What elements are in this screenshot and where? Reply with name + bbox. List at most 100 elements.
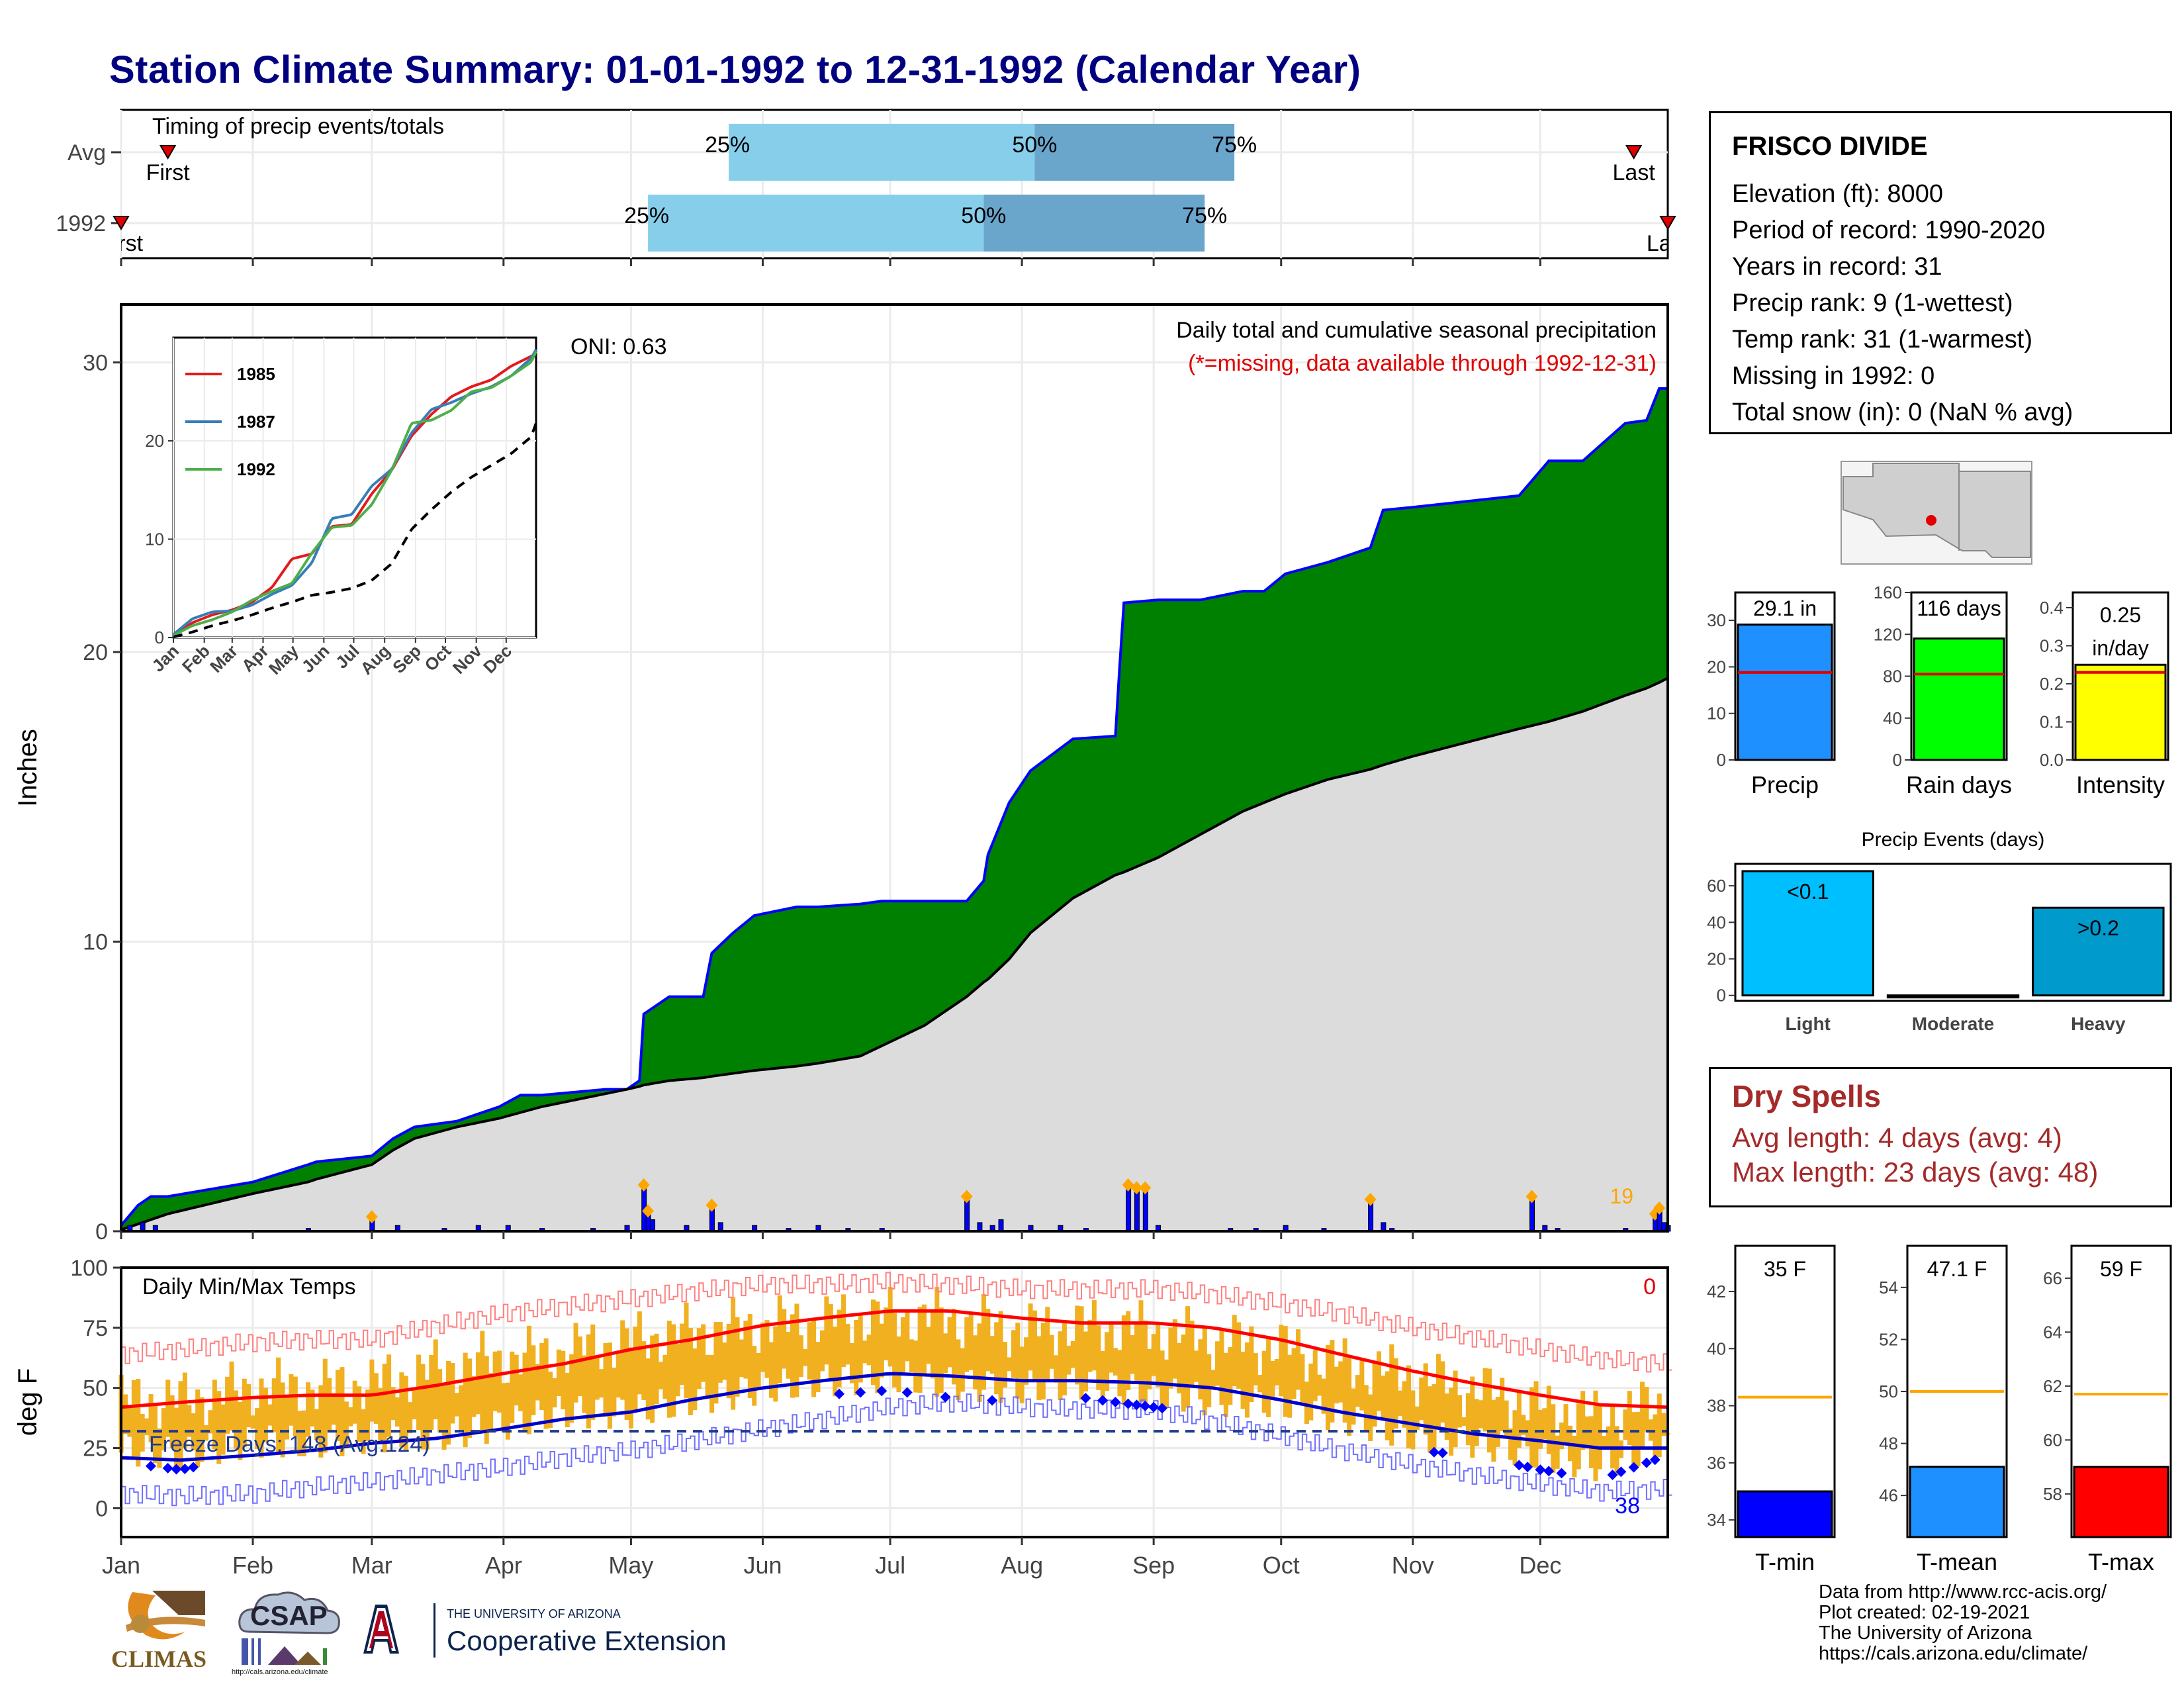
timing-p25-label: 25% xyxy=(705,132,750,158)
daily-temp-range-bar xyxy=(144,1418,150,1436)
timing-p50-label: 50% xyxy=(961,203,1006,228)
daily-temp-range-bar xyxy=(1614,1426,1619,1476)
daily-temp-range-bar xyxy=(552,1378,557,1408)
daily-temp-range-bar xyxy=(174,1407,179,1468)
freeze-day-marker xyxy=(1097,1395,1109,1406)
tmax-tick-label: 66 xyxy=(2043,1268,2062,1288)
ua-divider xyxy=(433,1603,435,1658)
daily-temp-range-bar xyxy=(875,1301,880,1393)
daily-temp-range-bar xyxy=(1100,1350,1105,1403)
csap-logo-icon xyxy=(238,1591,340,1665)
daily-temp-range-bar xyxy=(1334,1366,1339,1404)
daily-temp-range-bar xyxy=(289,1374,294,1426)
big-event-marker xyxy=(1364,1192,1377,1206)
month-label: Aug xyxy=(1001,1552,1043,1579)
daily-temp-range-bar xyxy=(216,1391,222,1464)
daily-temp-range-bar xyxy=(382,1364,387,1453)
freeze-day-marker xyxy=(855,1387,866,1398)
tmax-bar xyxy=(2073,1466,2169,1538)
daily-temp-range-bar xyxy=(1597,1403,1602,1470)
daily-temp-range-bar xyxy=(645,1358,651,1420)
daily-temp-range-bar xyxy=(445,1360,451,1445)
freeze-day-marker xyxy=(876,1385,887,1397)
daily-temp-range-bar xyxy=(501,1383,506,1432)
daily-temp-range-bar xyxy=(1330,1340,1335,1423)
daily-temp-range-bar xyxy=(505,1382,510,1440)
month-label: Jul xyxy=(875,1552,905,1579)
daily-temp-range-bar xyxy=(318,1385,324,1458)
daily-temp-range-bar xyxy=(713,1322,719,1404)
daily-temp-range-bar xyxy=(1045,1307,1050,1380)
daily-temp-range-bar xyxy=(365,1389,370,1441)
ua-a-icon xyxy=(363,1605,399,1654)
precip-events-tick-label: 40 xyxy=(1707,912,1726,932)
daily-temp-range-bar xyxy=(1151,1334,1156,1376)
month-label: Feb xyxy=(232,1552,273,1579)
temp-plot-frame xyxy=(120,1266,1669,1538)
intensity-tick-label: 0.0 xyxy=(2040,750,2064,770)
daily-temp-range-bar xyxy=(879,1323,884,1378)
inset-legend-label: 1987 xyxy=(237,412,275,432)
big-event-marker xyxy=(960,1190,973,1203)
daily-temp-range-bar xyxy=(157,1428,162,1468)
tmin-bg xyxy=(1735,1246,1835,1537)
daily-temp-range-bar xyxy=(140,1413,145,1452)
main-y-axis-label: Inches xyxy=(13,729,42,807)
station-missing: Missing in 1992: 0 xyxy=(1732,362,1935,390)
temp-y-tick-label: 0 xyxy=(95,1496,108,1521)
daily-temp-range-bar xyxy=(612,1368,617,1417)
daily-temp-range-bar xyxy=(1500,1378,1505,1431)
daily-temp-range-bar xyxy=(1423,1363,1428,1435)
daily-temp-range-bar xyxy=(1253,1353,1258,1385)
rain_days-tick-label: 160 xyxy=(1874,583,1902,602)
intensity-unit: in/day xyxy=(2092,636,2148,660)
timing-last-label: Last xyxy=(1613,160,1656,185)
tmean-tick-label: 46 xyxy=(1879,1485,1898,1505)
daily-temp-range-bar xyxy=(169,1395,175,1448)
daily-temp-range-bar xyxy=(1640,1382,1645,1447)
daily-temp-range-bar xyxy=(306,1382,311,1437)
tmin-category-label: T-min xyxy=(1755,1548,1815,1575)
daily-precip-bar xyxy=(998,1219,1004,1232)
daily-temp-range-bar xyxy=(641,1341,647,1400)
month-label: Mar xyxy=(351,1552,392,1579)
freeze-day-marker xyxy=(834,1388,845,1399)
daily-temp-range-bar xyxy=(1121,1315,1126,1405)
tmean-tick-label: 48 xyxy=(1879,1434,1898,1454)
daily-temp-range-bar xyxy=(467,1358,473,1438)
daily-temp-range-bar xyxy=(454,1393,459,1417)
daily-temp-range-bar xyxy=(849,1342,854,1383)
daily-temp-range-bar xyxy=(293,1376,298,1436)
freeze-day-marker xyxy=(1156,1403,1167,1414)
dry-spells-max: Max length: 23 days (avg: 48) xyxy=(1732,1156,2099,1188)
daily-temp-range-bar xyxy=(1317,1374,1322,1396)
daily-temp-range-bar xyxy=(1049,1335,1054,1369)
freeze-day-marker xyxy=(1080,1393,1091,1404)
temp-bottom-right-count: 38 xyxy=(1615,1493,1640,1519)
daily-temp-range-bar xyxy=(892,1313,897,1387)
daily-temp-range-bar xyxy=(1003,1342,1008,1388)
summary-bar-charts: 0 10 20 30 Precip 29.1 in 0 40 80 120 160 Rain days… xyxy=(1707,583,2169,798)
daily-temp-range-bar xyxy=(1015,1323,1021,1399)
daily-temp-range-bar xyxy=(1419,1377,1424,1421)
daily-temp-range-bar xyxy=(1040,1323,1046,1400)
daily-temp-range-bar xyxy=(1465,1393,1471,1446)
daily-temp-range-bar xyxy=(136,1379,141,1467)
daily-temp-range-bar xyxy=(1537,1409,1543,1449)
intensity-bar xyxy=(2074,663,2167,761)
precip_total-frame xyxy=(1734,591,1836,761)
daily-temp-range-bar xyxy=(590,1324,596,1420)
daily-temp-range-bar xyxy=(586,1334,591,1429)
daily-temp-range-bar xyxy=(1054,1355,1059,1383)
daily-temp-range-bar xyxy=(833,1327,838,1397)
freeze-day-marker xyxy=(145,1460,156,1472)
daily-temp-range-bar xyxy=(985,1309,991,1372)
daily-temp-range-bar xyxy=(343,1401,349,1447)
daily-temp-range-bar xyxy=(1079,1306,1084,1400)
daily-temp-range-bar xyxy=(777,1295,782,1383)
daily-temp-range-bar xyxy=(259,1378,264,1458)
daily-temp-range-bar xyxy=(1610,1406,1615,1469)
daily-temp-range-bar xyxy=(782,1309,787,1369)
daily-temp-range-bar xyxy=(1274,1358,1279,1385)
daily-temp-range-bar xyxy=(747,1313,752,1398)
